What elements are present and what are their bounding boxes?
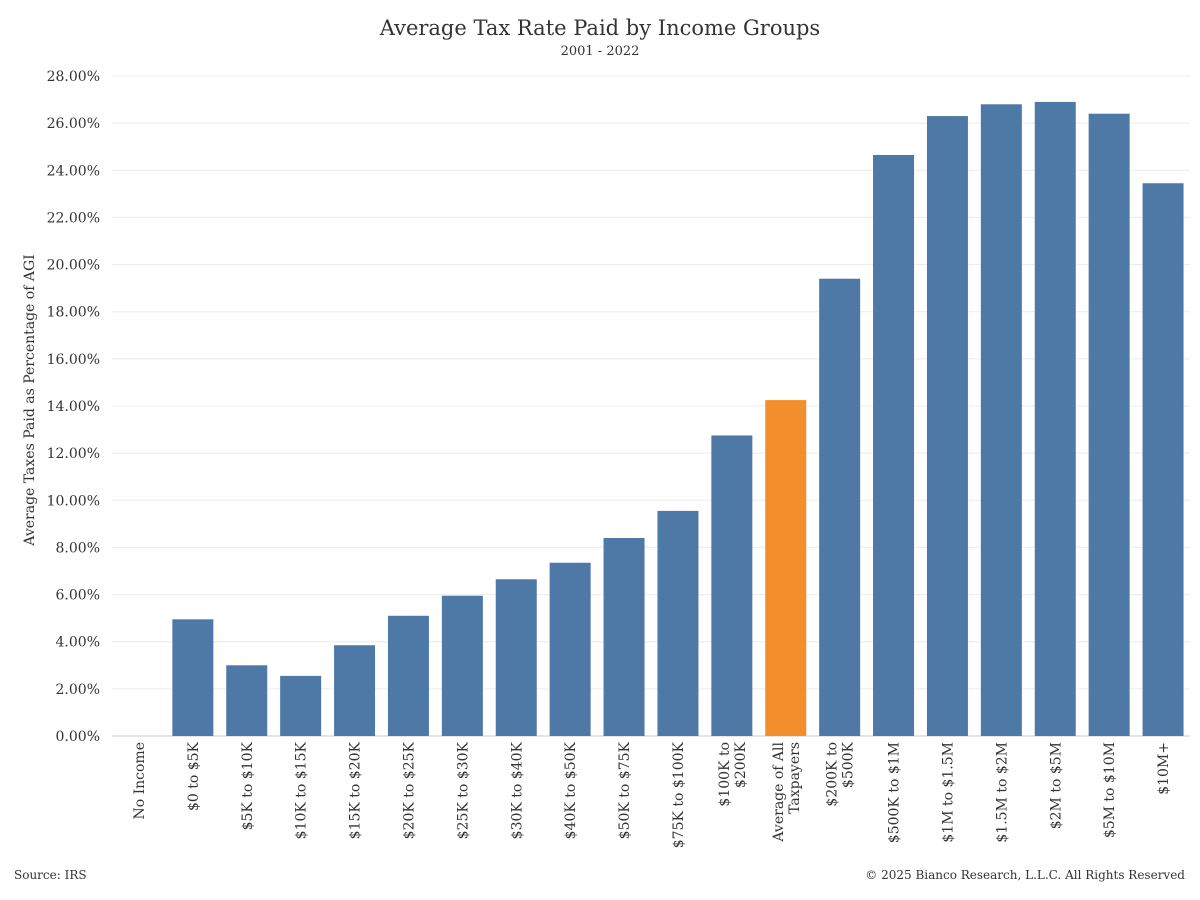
bar-5k-to-10k bbox=[226, 665, 268, 736]
x-category-label: $20K to $25K bbox=[401, 741, 417, 839]
bar-20k-to-25k bbox=[387, 615, 429, 736]
x-category-label: $40K to $50K bbox=[563, 741, 579, 839]
source-note: Source: IRS bbox=[14, 868, 87, 882]
x-tick-label: $200K bbox=[733, 741, 749, 788]
x-tick-label: $0 to $5K bbox=[186, 741, 202, 811]
y-tick-label: 26.00% bbox=[47, 116, 100, 132]
y-axis-title: Average Taxes Paid as Percentage of AGI bbox=[22, 254, 38, 546]
x-category-label: $100K to $200K bbox=[717, 741, 749, 806]
x-tick-label: Average of All bbox=[771, 741, 787, 842]
bar-0-to-5k bbox=[172, 619, 214, 736]
x-category-label: $1M to $1.5M bbox=[940, 742, 956, 843]
x-tick-label: $1.5M to $2M bbox=[994, 742, 1010, 843]
gridlines bbox=[112, 75, 1190, 737]
x-tick-label: $50K to $75K bbox=[617, 741, 633, 839]
x-tick-label: $15K to $20K bbox=[348, 741, 364, 839]
x-category-label: $25K to $30K bbox=[455, 741, 471, 839]
bar-100k-to-200k bbox=[711, 435, 753, 736]
x-tick-label: $5K to $10K bbox=[240, 741, 256, 830]
y-tick-label: 22.00% bbox=[47, 210, 100, 226]
y-tick-label: 16.00% bbox=[47, 352, 100, 368]
x-tick-label: Taxpayers bbox=[787, 742, 803, 814]
x-category-label: $5K to $10K bbox=[240, 741, 256, 830]
x-category-label: $10M+ bbox=[1156, 742, 1172, 795]
x-axis-labels: No Income $0 to $5K $5K to $10K $10K to $15… bbox=[132, 741, 1172, 848]
y-tick-label: 18.00% bbox=[47, 305, 100, 321]
x-tick-label: $5M to $10M bbox=[1102, 742, 1118, 838]
y-tick-label: 10.00% bbox=[47, 493, 100, 509]
x-category-label: $50K to $75K bbox=[617, 741, 633, 839]
x-tick-label: $30K to $40K bbox=[509, 741, 525, 839]
x-category-label: $1.5M to $2M bbox=[994, 742, 1010, 843]
bar-50k-to-75k bbox=[603, 538, 645, 736]
bar-40k-to-50k bbox=[549, 562, 591, 736]
bar-2m-to-5m bbox=[1034, 101, 1076, 737]
y-tick-label: 2.00% bbox=[56, 682, 100, 698]
bars bbox=[172, 101, 1184, 737]
bar-15k-to-20k bbox=[334, 645, 376, 736]
x-tick-label: $100K to bbox=[717, 742, 733, 807]
bar-25k-to-30k bbox=[441, 595, 483, 736]
bar-1m-to-1-5m bbox=[926, 116, 968, 736]
copyright-note: © 2025 Bianco Research, L.L.C. All Right… bbox=[865, 868, 1185, 882]
y-tick-label: 0.00% bbox=[56, 729, 100, 745]
bar-10m bbox=[1142, 183, 1184, 736]
x-tick-label: $200K to bbox=[825, 742, 841, 807]
x-category-label: $500K to $1M bbox=[887, 742, 903, 843]
x-category-label: $5M to $10M bbox=[1102, 742, 1118, 838]
bar-200k-to-500k bbox=[819, 278, 861, 736]
bar-average-of-all-taxpayers bbox=[765, 400, 807, 736]
x-category-label: Average of All Taxpayers bbox=[771, 741, 803, 842]
bar-75k-to-100k bbox=[657, 510, 699, 736]
x-tick-label: $25K to $30K bbox=[455, 741, 471, 839]
x-category-label: $30K to $40K bbox=[509, 741, 525, 839]
bar-30k-to-40k bbox=[495, 579, 537, 736]
x-tick-label: $75K to $100K bbox=[671, 741, 687, 848]
x-category-label: $10K to $15K bbox=[294, 741, 310, 839]
bar-5m-to-10m bbox=[1088, 113, 1130, 736]
x-tick-label: $2M to $5M bbox=[1048, 742, 1064, 829]
x-tick-label: $500K to $1M bbox=[887, 742, 903, 843]
bar-500k-to-1m bbox=[873, 154, 915, 736]
y-tick-label: 4.00% bbox=[56, 635, 100, 651]
x-tick-label: $40K to $50K bbox=[563, 741, 579, 839]
x-category-label: No Income bbox=[132, 742, 148, 820]
y-tick-label: 8.00% bbox=[56, 540, 100, 556]
x-tick-label: $10M+ bbox=[1156, 742, 1172, 795]
y-tick-label: 24.00% bbox=[47, 163, 100, 179]
y-tick-label: 14.00% bbox=[47, 399, 100, 415]
y-tick-label: 12.00% bbox=[47, 446, 100, 462]
y-tick-label: 28.00% bbox=[47, 69, 100, 85]
chart-subtitle: 2001 - 2022 bbox=[560, 44, 640, 59]
x-category-label: $75K to $100K bbox=[671, 741, 687, 848]
x-tick-label: $500K bbox=[841, 741, 857, 788]
x-category-label: $0 to $5K bbox=[186, 741, 202, 811]
bar-10k-to-15k bbox=[280, 675, 322, 736]
x-tick-label: No Income bbox=[132, 742, 148, 820]
x-tick-label: $20K to $25K bbox=[401, 741, 417, 839]
x-category-label: $2M to $5M bbox=[1048, 742, 1064, 829]
y-tick-label: 6.00% bbox=[56, 588, 100, 604]
x-category-label: $15K to $20K bbox=[348, 741, 364, 839]
bar-1-5m-to-2m bbox=[980, 104, 1022, 737]
y-axis-ticks: 0.00% 2.00% 4.00% 6.00% 8.00% 10.00% 12.00% 14.… bbox=[47, 69, 100, 745]
x-tick-label: $1M to $1.5M bbox=[940, 742, 956, 843]
chart-title: Average Tax Rate Paid by Income Groups bbox=[379, 16, 821, 40]
x-category-label: $200K to $500K bbox=[825, 741, 857, 806]
y-tick-label: 20.00% bbox=[47, 258, 100, 274]
x-tick-label: $10K to $15K bbox=[294, 741, 310, 839]
